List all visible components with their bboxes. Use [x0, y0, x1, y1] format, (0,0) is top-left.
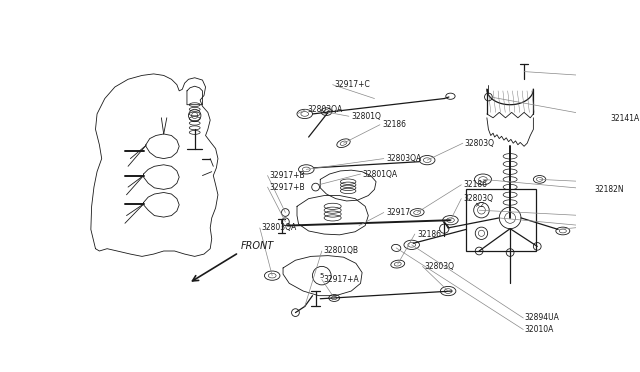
Text: 32803Q: 32803Q [425, 262, 455, 271]
Text: 32894UA: 32894UA [525, 314, 560, 323]
Bar [466, 189, 536, 251]
Text: 5: 5 [319, 273, 324, 279]
Text: 32010A: 32010A [525, 325, 554, 334]
Text: 32803QA: 32803QA [261, 224, 296, 232]
Text: 32186: 32186 [382, 120, 406, 129]
Text: 32141A: 32141A [610, 114, 639, 123]
Text: 32186: 32186 [417, 230, 441, 238]
Text: 32917+B: 32917+B [269, 171, 305, 180]
Text: 32917+C: 32917+C [334, 80, 370, 89]
Text: ×2: ×2 [474, 202, 484, 208]
Text: 32182N: 32182N [595, 185, 624, 194]
Text: 32917+A: 32917+A [323, 275, 359, 284]
Text: 32917: 32917 [386, 208, 410, 217]
Text: 32801Q: 32801Q [351, 112, 381, 121]
Text: 32186: 32186 [463, 180, 488, 189]
Text: 32801QA: 32801QA [363, 170, 398, 179]
Text: 32803QA: 32803QA [308, 105, 343, 114]
Text: 32803Q: 32803Q [465, 139, 495, 148]
Text: FRONT: FRONT [241, 241, 275, 251]
Text: 32803QA: 32803QA [386, 154, 421, 163]
Text: 32803Q: 32803Q [463, 194, 493, 203]
Text: 32917+B: 32917+B [269, 183, 305, 192]
Text: 32801QB: 32801QB [323, 247, 358, 256]
